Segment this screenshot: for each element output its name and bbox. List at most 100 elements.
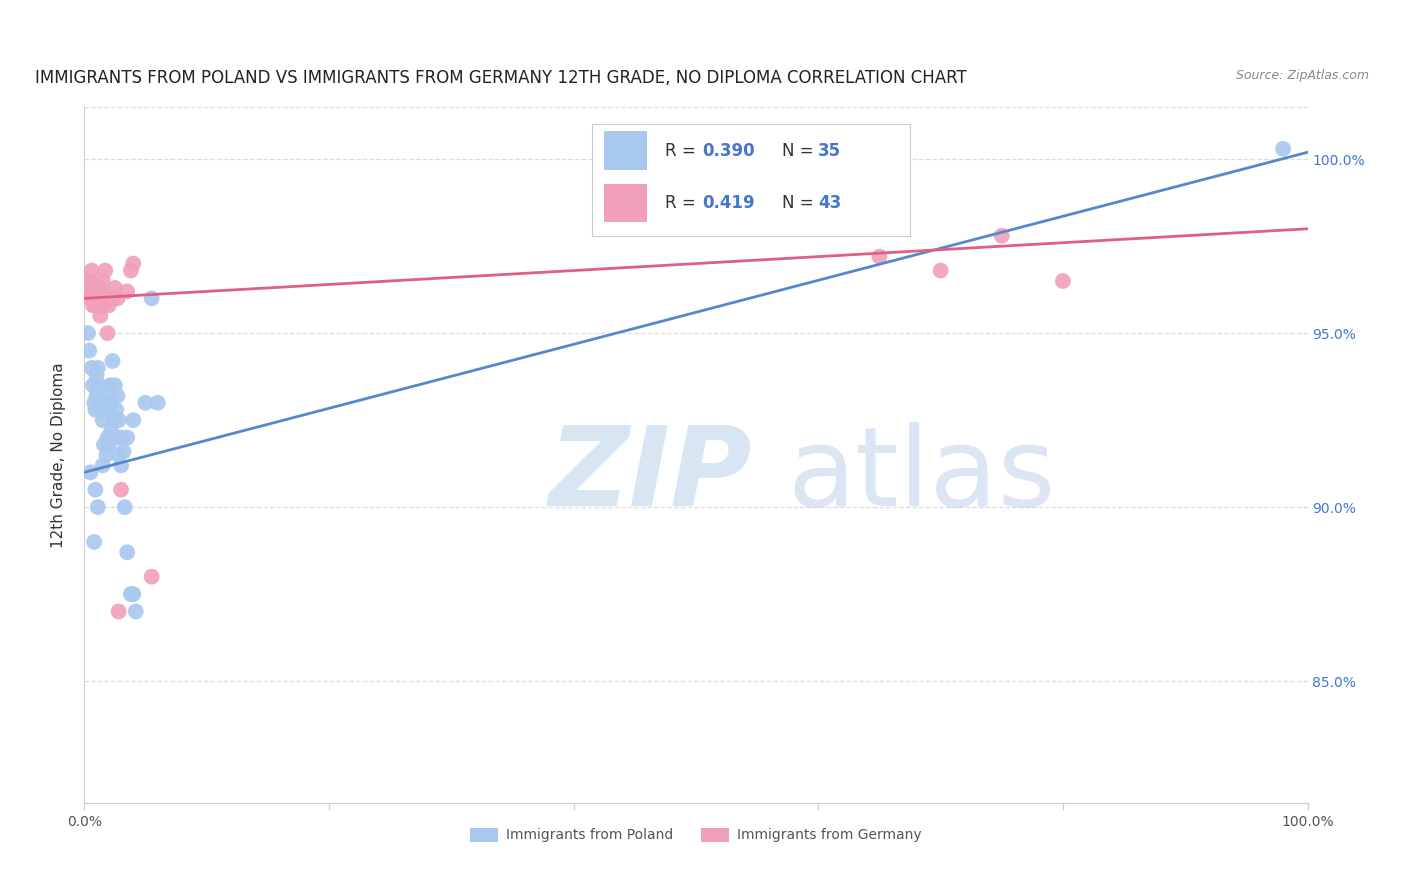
Text: N =: N =	[782, 194, 818, 212]
Point	[97, 437, 120, 451]
Point	[96, 291, 118, 305]
Point	[105, 402, 128, 417]
Point	[86, 389, 108, 403]
Point	[115, 545, 138, 559]
Point	[115, 285, 138, 299]
Point	[96, 448, 118, 462]
Point	[141, 569, 163, 583]
Point	[97, 298, 120, 312]
Point	[80, 285, 103, 299]
Point	[93, 437, 115, 451]
Point	[105, 389, 128, 403]
Point	[87, 500, 110, 514]
Point	[146, 395, 169, 409]
Point	[82, 378, 104, 392]
Point	[77, 285, 100, 299]
Point	[84, 483, 107, 497]
Point	[103, 413, 125, 427]
Point	[101, 291, 124, 305]
Point	[97, 326, 120, 340]
Text: 43: 43	[818, 194, 842, 212]
Text: 35: 35	[818, 142, 841, 160]
Point	[100, 395, 122, 409]
Text: N =: N =	[782, 142, 818, 160]
Point	[90, 402, 112, 417]
Point	[84, 298, 107, 312]
Point	[77, 274, 100, 288]
Point	[80, 360, 103, 375]
Legend: Immigrants from Poland, Immigrants from Germany: Immigrants from Poland, Immigrants from …	[464, 822, 928, 848]
Point	[87, 281, 110, 295]
Point	[94, 263, 117, 277]
Point	[110, 458, 132, 473]
Point	[991, 228, 1014, 243]
Point	[86, 285, 108, 299]
Point	[79, 274, 101, 288]
Point	[141, 291, 163, 305]
Point	[110, 483, 132, 497]
Bar	[605, 184, 647, 222]
Point	[79, 291, 101, 305]
Text: 0.390: 0.390	[702, 142, 755, 160]
Y-axis label: 12th Grade, No Diploma: 12th Grade, No Diploma	[51, 362, 66, 548]
Point	[77, 343, 100, 358]
Point	[83, 281, 105, 295]
Point	[89, 309, 111, 323]
Point	[87, 360, 110, 375]
Point	[122, 413, 145, 427]
Point	[122, 256, 145, 270]
Point	[107, 413, 129, 427]
Point	[114, 500, 136, 514]
Text: IMMIGRANTS FROM POLAND VS IMMIGRANTS FROM GERMANY 12TH GRADE, NO DIPLOMA CORRELA: IMMIGRANTS FROM POLAND VS IMMIGRANTS FRO…	[35, 69, 967, 87]
Point	[104, 430, 127, 444]
Point	[97, 395, 120, 409]
Point	[869, 250, 891, 264]
Point	[90, 285, 112, 299]
Point	[112, 444, 135, 458]
Point	[122, 587, 145, 601]
Text: 0.419: 0.419	[702, 194, 755, 212]
Point	[100, 424, 122, 438]
Point	[125, 604, 148, 618]
Point	[120, 263, 142, 277]
Point	[105, 291, 128, 305]
Point	[98, 378, 121, 392]
Point	[115, 430, 138, 444]
FancyBboxPatch shape	[592, 124, 910, 235]
Text: R =: R =	[665, 142, 702, 160]
Point	[1052, 274, 1074, 288]
Point	[87, 298, 110, 312]
Point	[89, 291, 111, 305]
Point	[77, 326, 100, 340]
Point	[82, 277, 104, 292]
Point	[96, 402, 118, 417]
Point	[91, 298, 114, 312]
Point	[93, 395, 115, 409]
Point	[87, 291, 110, 305]
Point	[100, 291, 122, 305]
Point	[91, 413, 114, 427]
Text: atlas: atlas	[787, 422, 1056, 529]
Point	[84, 285, 107, 299]
Point	[107, 448, 129, 462]
Point	[83, 534, 105, 549]
Point	[82, 298, 104, 312]
Point	[86, 368, 108, 382]
Bar	[605, 131, 647, 169]
Point	[83, 395, 105, 409]
Text: ZIP: ZIP	[550, 422, 752, 529]
Point	[101, 354, 124, 368]
Text: Source: ZipAtlas.com: Source: ZipAtlas.com	[1236, 69, 1369, 82]
Point	[97, 430, 120, 444]
Point	[929, 263, 952, 277]
Point	[107, 604, 129, 618]
Point	[98, 291, 121, 305]
Point	[80, 263, 103, 277]
Point	[1272, 142, 1295, 156]
Point	[84, 402, 107, 417]
Point	[104, 281, 127, 295]
Text: R =: R =	[665, 194, 702, 212]
Point	[86, 291, 108, 305]
Point	[135, 395, 157, 409]
Point	[89, 395, 111, 409]
